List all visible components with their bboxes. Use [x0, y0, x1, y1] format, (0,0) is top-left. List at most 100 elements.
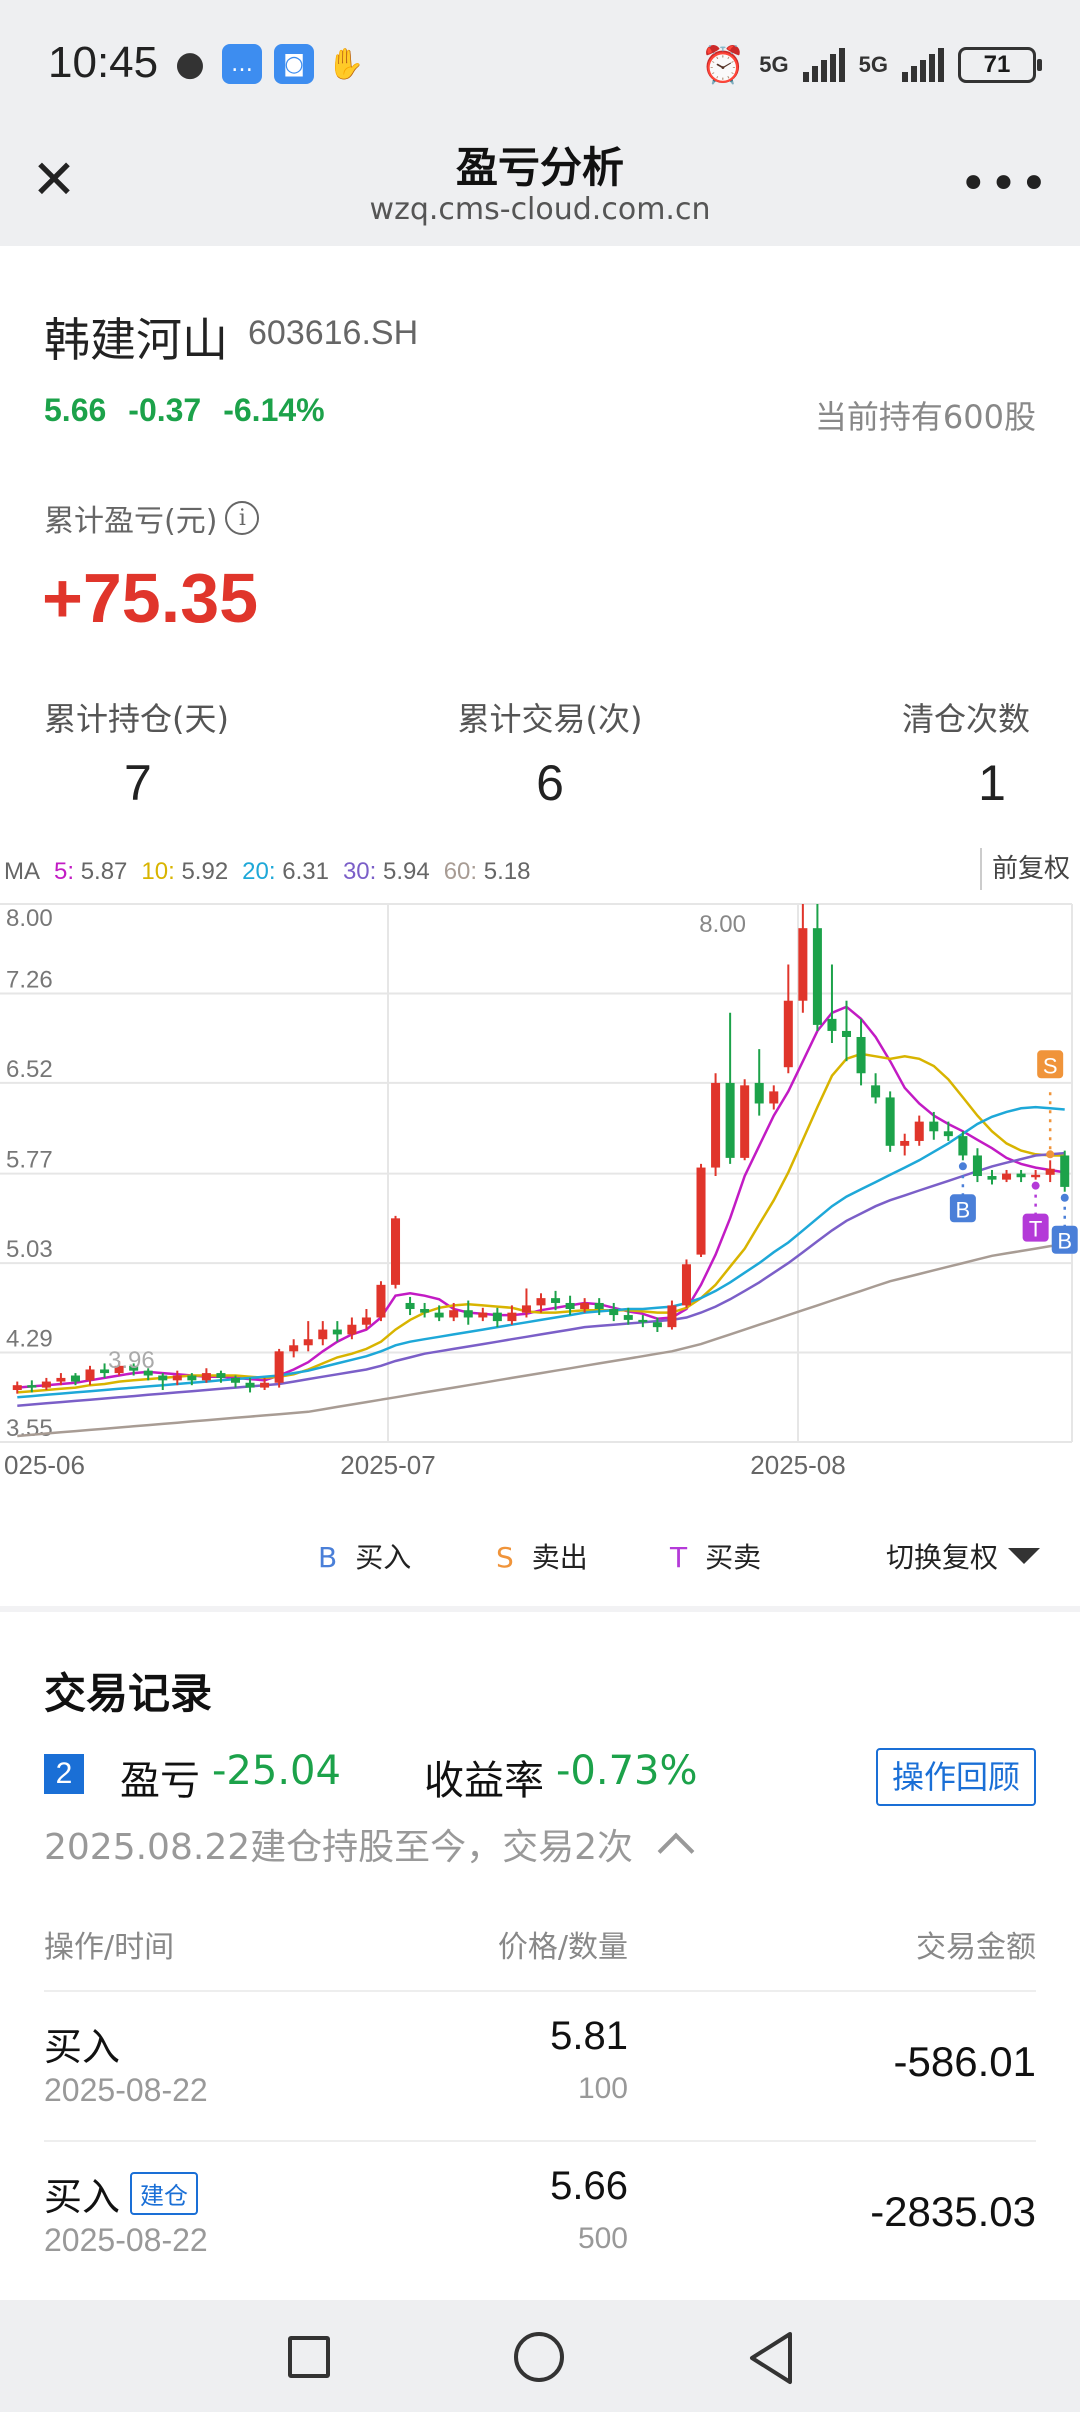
candle-body: [172, 1375, 182, 1381]
stock-quote: 5.66 -0.37 -6.14%: [44, 392, 325, 429]
candle-body: [900, 1140, 910, 1146]
more-icon[interactable]: •••: [959, 156, 1050, 212]
candle-body: [929, 1121, 939, 1132]
header-price: 价格/数量: [497, 1930, 628, 1965]
records-rate: 收益率 -0.73%: [424, 1748, 698, 1806]
records-pnl: 盈亏 -25.04: [120, 1748, 341, 1806]
trade-records-card: 交易记录 2 盈亏 -25.04 收益率 -0.73% 操作回顾 2025.08…: [0, 1612, 1080, 2302]
records-pnl-label: 盈亏: [120, 1758, 200, 1804]
home-icon[interactable]: [514, 2332, 564, 2382]
marker-t-label: T: [1029, 1217, 1042, 1242]
ma-line-ma30: [17, 1151, 1065, 1407]
stat-label: 累计交易(次): [457, 700, 643, 738]
legend-sell-label: 卖出: [531, 1541, 588, 1574]
signal-icon-2: [902, 48, 944, 82]
candle-body: [885, 1097, 895, 1146]
fq-button[interactable]: 前复权: [979, 848, 1080, 890]
legend-buy-key: B: [318, 1541, 338, 1574]
row-date: 2025-08-22: [44, 2072, 208, 2108]
candle-body: [449, 1310, 459, 1318]
candle-body: [507, 1312, 517, 1322]
ma60-value: 5.18: [483, 858, 531, 885]
signal-icon: [802, 48, 845, 82]
candle-body: [143, 1370, 153, 1376]
message-icon: …: [222, 44, 262, 84]
marker-dot: [1060, 1193, 1069, 1202]
marker-dot: [958, 1162, 967, 1171]
candle-body: [725, 1082, 735, 1158]
candle-body: [667, 1305, 677, 1328]
row-type: 买入 建仓: [44, 2166, 199, 2221]
ma10-label: 10:: [141, 858, 175, 885]
candle-body: [754, 1082, 764, 1104]
ma20-label: 20:: [242, 858, 276, 885]
candlestick-chart[interactable]: 8.00 7.26 6.52 5.77 5.03 4.29 3.55 025-06 2025-0…: [0, 894, 1080, 1784]
candle-body: [478, 1312, 488, 1318]
ma30-value: 5.94: [382, 858, 430, 885]
recent-apps-icon[interactable]: [288, 2336, 330, 2378]
stat-clear-count: 清仓次数 1: [896, 694, 1036, 812]
review-button[interactable]: 操作回顾: [875, 1748, 1036, 1806]
records-badge: 2: [44, 1754, 84, 1794]
candle-body: [56, 1377, 66, 1382]
navigation-bar: [0, 2300, 1080, 2412]
stat-value: 1: [978, 755, 1006, 811]
candle-body: [289, 1345, 299, 1352]
candle-body: [391, 1218, 401, 1285]
back-icon[interactable]: [746, 2330, 796, 2386]
candle-body: [420, 1309, 430, 1313]
stock-price: 5.66: [44, 392, 107, 428]
switch-fq-button[interactable]: 切换复权: [886, 1536, 1040, 1576]
candle-body: [129, 1365, 139, 1371]
pnl-label: 累计盈亏(元) i: [44, 496, 260, 540]
switch-fq-label: 切换复权: [885, 1541, 998, 1574]
candle-body: [100, 1369, 110, 1374]
candle-body: [492, 1312, 502, 1322]
candle-body: [187, 1375, 197, 1381]
candle-body: [812, 928, 822, 1025]
row-type: 买入: [44, 2016, 120, 2071]
ma30-label: 30:: [342, 858, 377, 885]
candle-body: [652, 1322, 662, 1328]
candle-body: [70, 1375, 80, 1382]
legend-buy: B 买入: [318, 1536, 411, 1576]
divider: [44, 1990, 1036, 1992]
candle-body: [303, 1339, 313, 1346]
candle-body: [841, 1030, 852, 1037]
records-pnl-value: -25.04: [212, 1748, 341, 1794]
chevron-up-icon[interactable]: [657, 1832, 695, 1870]
ma-line-ma20: [17, 1105, 1065, 1399]
marker-badge: [1037, 1050, 1064, 1079]
row-amount: -2835.03: [870, 2188, 1036, 2235]
records-desc[interactable]: 2025.08.22建仓持股至今，交易2次: [44, 1818, 695, 1870]
page-url: wzq.cms-cloud.com.cn: [369, 192, 711, 227]
holding-shares: 当前持有600股: [814, 398, 1036, 436]
title-bar: ✕ 盈亏分析 wzq.cms-cloud.com.cn •••: [0, 130, 1080, 246]
candle-body: [769, 1091, 779, 1104]
records-title: 交易记录: [44, 1669, 213, 1718]
candle-body: [711, 1082, 721, 1168]
page-title: 盈亏分析: [455, 143, 624, 192]
candle-body: [260, 1382, 270, 1388]
marker-badge: [1051, 1225, 1078, 1254]
candle-body: [521, 1305, 531, 1313]
wechat-icon: ●: [175, 44, 205, 84]
candle-body: [376, 1284, 386, 1318]
hand-icon: ✋: [327, 46, 365, 82]
info-icon[interactable]: i: [225, 501, 260, 535]
stat-value: 6: [536, 755, 564, 811]
stat-holding-days: 累计持仓(天) 7: [44, 694, 244, 812]
legend-trade: T 买卖: [670, 1536, 761, 1576]
candle-body: [41, 1381, 51, 1388]
notification-icons: ● … ◙ ✋: [170, 44, 366, 84]
close-icon[interactable]: ✕: [31, 148, 77, 211]
records-rate-label: 收益率: [424, 1758, 544, 1804]
row-date: 2025-08-22: [44, 2222, 208, 2258]
marker-badge: [949, 1194, 976, 1223]
ma60: 60: 5.18: [444, 858, 531, 886]
candle-body: [987, 1176, 997, 1180]
legend-sell: S 卖出: [496, 1536, 588, 1576]
candle-body: [856, 1036, 866, 1074]
ma-line-ma60: [17, 1243, 1065, 1438]
status-bar: 10:45 ● … ◙ ✋ ⏰ 5G 5G 71: [0, 0, 1080, 130]
